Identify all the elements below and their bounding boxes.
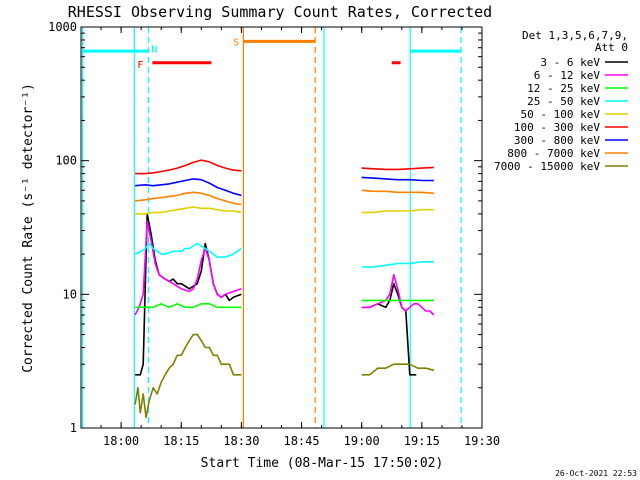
y-tick-label-3: 1000 <box>48 20 77 34</box>
legend-label-8: 7000 - 15000 keV <box>494 160 600 173</box>
y-axis-label: Corrected Count Rate (s⁻¹ detector⁻¹) <box>21 83 36 373</box>
legend-label-7: 800 - 7000 keV <box>507 147 600 160</box>
series-line-8-1 <box>361 363 435 376</box>
legend-label-5: 100 - 300 keV <box>514 121 600 134</box>
series-line-8-0 <box>134 333 242 419</box>
flag-label-2: S <box>233 37 239 48</box>
y-tick-label-1: 10 <box>63 287 77 301</box>
plot-area <box>82 27 462 428</box>
flag-label-1: F <box>137 60 143 71</box>
legend-label-4: 50 - 100 keV <box>521 108 601 121</box>
y-tick-label-0: 1 <box>70 421 77 435</box>
legend-header-1: Att 0 <box>595 41 628 54</box>
chart-title: RHESSI Observing Summary Count Rates, Co… <box>68 3 492 21</box>
series-line-3-1 <box>361 260 434 268</box>
x-axis-label: Start Time (08-Mar-15 17:50:02) <box>201 456 444 471</box>
axis-ticks <box>80 26 483 429</box>
y-tick-label-2: 100 <box>55 154 77 168</box>
series-line-7-1 <box>361 189 434 195</box>
x-tick-label-2: 18:30 <box>223 434 259 448</box>
legend-label-2: 12 - 25 keV <box>527 82 600 95</box>
series-line-7-0 <box>135 191 242 206</box>
series-line-1-0 <box>134 220 242 316</box>
x-tick-label-3: 18:45 <box>283 434 319 448</box>
series-line-4-0 <box>135 206 242 215</box>
series-line-5-0 <box>135 159 242 175</box>
legend-label-1: 6 - 12 keV <box>534 69 601 82</box>
legend-header-0: Det 1,3,5,6,7,9, <box>522 29 628 42</box>
flag-label-0: N <box>151 45 157 56</box>
series-line-6-0 <box>135 178 242 197</box>
legend-label-0: 3 - 6 keV <box>540 56 600 69</box>
series-line-1-1 <box>361 273 435 316</box>
legend-label-6: 300 - 800 keV <box>514 134 600 147</box>
series-line-5-1 <box>361 166 434 171</box>
x-tick-label-4: 19:00 <box>344 434 380 448</box>
series-line-2-0 <box>135 302 242 309</box>
series-line-6-1 <box>361 176 434 182</box>
x-tick-label-5: 19:15 <box>404 434 440 448</box>
series-line-3-0 <box>134 242 242 258</box>
generated-timestamp: 26-Oct-2021 22:53 <box>555 469 637 478</box>
x-tick-label-0: 18:00 <box>103 434 139 448</box>
legend-label-3: 25 - 50 keV <box>527 95 600 108</box>
x-tick-label-6: 19:30 <box>464 434 500 448</box>
x-tick-label-1: 18:15 <box>163 434 199 448</box>
series-line-4-1 <box>361 208 434 214</box>
